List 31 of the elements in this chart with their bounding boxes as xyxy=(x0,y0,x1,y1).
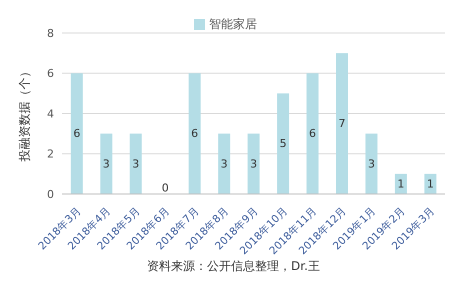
data-label: 6 xyxy=(309,127,316,140)
y-tick-label: 8 xyxy=(47,26,54,40)
bar xyxy=(336,53,348,194)
bar xyxy=(70,73,83,194)
data-label: 1 xyxy=(397,177,404,190)
y-axis-title: 投融资数据（个） xyxy=(17,66,32,162)
data-label: 3 xyxy=(132,157,140,170)
bar xyxy=(277,93,290,194)
y-tick-label: 0 xyxy=(47,188,54,201)
y-tick-label: 2 xyxy=(47,148,54,161)
data-label: 7 xyxy=(338,117,346,130)
data-label: 5 xyxy=(280,137,287,150)
data-label: 3 xyxy=(102,157,110,170)
bar xyxy=(218,134,230,194)
bar xyxy=(306,73,319,194)
text: 资料来源：公开信息整理，Dr.王 xyxy=(146,258,321,275)
data-label: 3 xyxy=(368,157,375,170)
bar xyxy=(248,134,260,194)
legend-label: 智能家居 xyxy=(209,17,257,31)
data-label: 1 xyxy=(426,177,434,190)
bar xyxy=(100,134,112,194)
bar xyxy=(130,134,142,194)
bar xyxy=(365,134,378,194)
y-tick-label: 4 xyxy=(47,107,54,120)
data-label: 3 xyxy=(250,157,258,170)
y-tick-label: 6 xyxy=(47,67,54,80)
data-label: 3 xyxy=(220,157,228,170)
data-label: 6 xyxy=(191,127,198,140)
data-label: 0 xyxy=(162,182,169,194)
data-label: 6 xyxy=(73,127,80,140)
bar xyxy=(188,73,201,194)
